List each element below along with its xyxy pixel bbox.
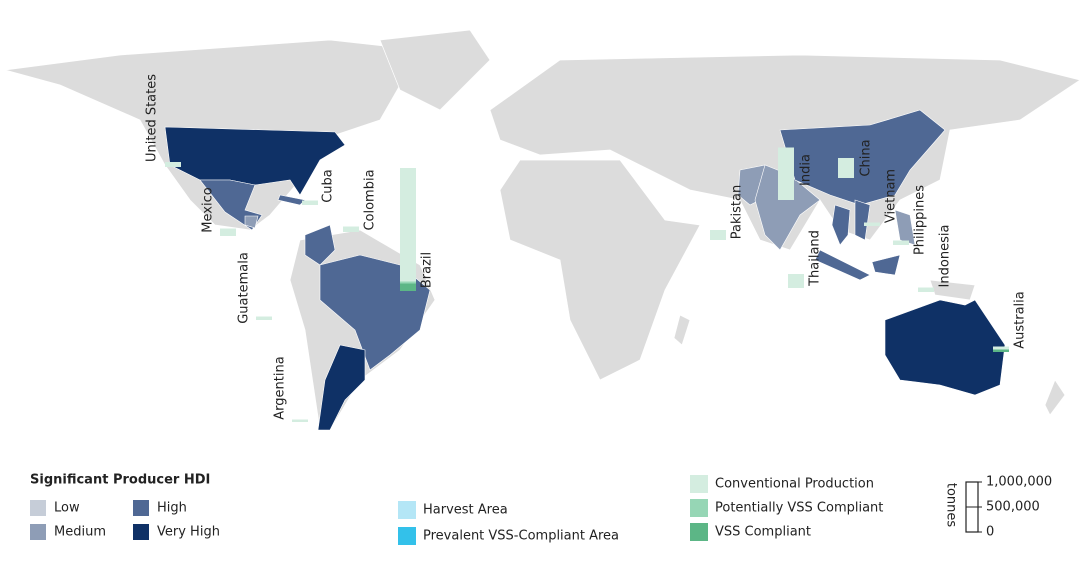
country-label: Cuba (321, 169, 336, 203)
legend-label: Prevalent VSS-Compliant Area (423, 529, 619, 544)
production-bar (256, 316, 272, 320)
country (317, 344, 366, 431)
legend-swatch (30, 524, 46, 540)
country (164, 126, 346, 196)
country (779, 109, 946, 206)
scale-unit: tonnes (944, 483, 959, 528)
legend-swatch (690, 499, 708, 517)
production-bar (292, 419, 308, 422)
country-label: Brazil (420, 252, 435, 288)
country (277, 194, 306, 206)
country-label: United States (145, 74, 160, 162)
production-bar (400, 281, 416, 284)
country (854, 199, 871, 241)
country (244, 215, 259, 229)
production-bar (400, 168, 416, 282)
legend-label: VSS Compliant (715, 525, 811, 540)
production-bar (302, 200, 318, 205)
country-label: Pakistan (730, 185, 745, 239)
country-label: Colombia (363, 169, 378, 230)
production-bar (864, 222, 880, 226)
countries (164, 109, 1006, 431)
country (884, 299, 1006, 396)
scale-label: 1,000,000 (986, 475, 1052, 490)
new-zealand (1044, 379, 1066, 416)
country-label: Thailand (808, 230, 823, 287)
legend-swatch (30, 500, 46, 516)
production-bar (400, 283, 416, 291)
country-label: India (799, 154, 814, 186)
production-bar (220, 228, 236, 236)
legend-label: Harvest Area (423, 503, 508, 518)
legend-label: Medium (54, 525, 106, 540)
legend-swatch (690, 475, 708, 493)
legend-label: Very High (157, 525, 220, 540)
country (831, 204, 851, 246)
country (894, 209, 916, 246)
africa (499, 159, 701, 381)
country-label: Indonesia (938, 225, 953, 288)
country-label: China (859, 139, 874, 176)
production-bar (778, 147, 794, 200)
production-bar (838, 158, 854, 178)
greenland (379, 29, 491, 111)
legend-swatch (398, 527, 416, 545)
madagascar (673, 314, 691, 346)
production-bar (788, 274, 804, 288)
legend-title: Significant Producer HDI (30, 473, 210, 488)
production-bar (918, 287, 934, 292)
country-label: Philippines (913, 185, 928, 255)
legend-swatch (398, 501, 416, 519)
country-label: Mexico (201, 187, 216, 232)
legend-label: Conventional Production (715, 477, 874, 492)
production-bar (993, 346, 1009, 350)
production-bar (710, 230, 726, 240)
legend-label: High (157, 501, 187, 516)
production-bar (893, 240, 909, 245)
legend-swatch (133, 524, 149, 540)
legend-label: Potentially VSS Compliant (715, 501, 883, 516)
country-label: Argentina (273, 356, 288, 419)
production-bar (165, 162, 181, 167)
legend-label: Low (54, 501, 80, 516)
bars: United States Mexico Cuba Guatemala Colombia… (145, 74, 1028, 422)
scale-label: 500,000 (986, 500, 1040, 515)
legend-swatch (133, 500, 149, 516)
production-bar (993, 349, 1009, 352)
legend-swatch (690, 523, 708, 541)
country (814, 249, 901, 281)
country-label: Vietnam (884, 169, 899, 223)
country (304, 224, 336, 266)
scale-label: 0 (986, 525, 994, 540)
production-bar (343, 226, 359, 232)
country-label: Guatemala (237, 252, 252, 324)
country-label: Australia (1013, 291, 1028, 349)
